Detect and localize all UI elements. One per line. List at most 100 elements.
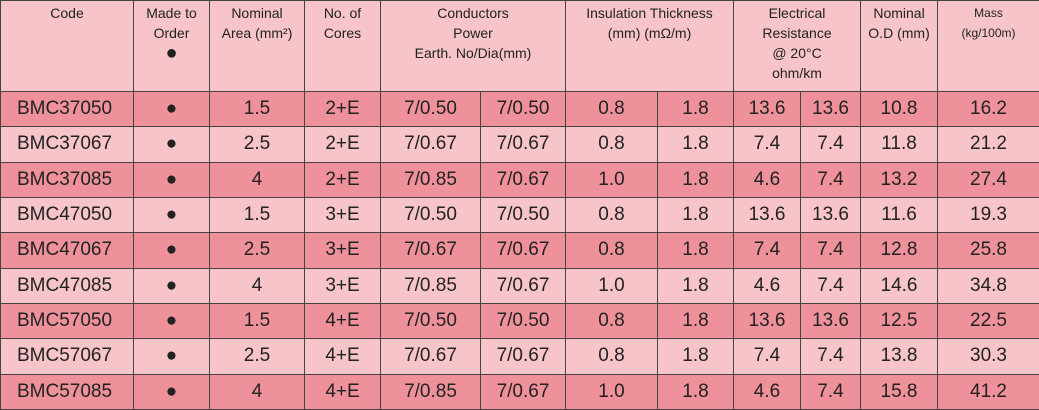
code-cell: BMC37050: [0, 90, 134, 128]
table-row: BMC47067 ● 2.5 3+E 7/0.67 7/0.67 0.8 1.8 7.4 7.4 1…: [0, 232, 1039, 269]
table-cell: 13.6: [799, 90, 862, 128]
code-cell: BMC47085: [0, 267, 134, 304]
code-cell: BMC47050: [0, 196, 134, 234]
table-cell: 4: [209, 267, 305, 304]
header-mark: ●: [165, 42, 178, 64]
table-cell: 10.8: [860, 90, 939, 128]
table-cell: 2.5: [209, 232, 305, 269]
header-cell: Mass (kg/100m): [937, 0, 1039, 92]
table-cell: 7/0.67: [480, 126, 566, 163]
table-cell: 16.2: [937, 90, 1039, 128]
table-cell: 3+E: [304, 232, 381, 269]
table-cell: 7/0.50: [480, 196, 566, 234]
table-cell: 1.8: [657, 302, 734, 340]
table-cell: 1.8: [657, 373, 734, 410]
table-cell: 30.3: [937, 338, 1039, 375]
table-cell: 13.6: [799, 302, 862, 340]
header-text: Conductors Power Earth. No/Dia(mm): [414, 5, 532, 61]
header-text: Insulation Thickness (mm) (mΩ/m): [586, 5, 713, 41]
table-cell: 4+E: [304, 373, 381, 410]
header-cell: Nominal Area (mm²): [209, 0, 305, 92]
table-cell: ●: [133, 373, 210, 410]
table-cell: 11.8: [860, 126, 939, 163]
table-cell: 7/0.67: [380, 232, 481, 269]
table-cell: 4.6: [733, 373, 801, 410]
table-cell: 15.8: [860, 373, 939, 410]
table-cell: 13.6: [733, 196, 801, 234]
table-cell: 7/0.50: [480, 90, 566, 128]
header-cell: Made to Order ●: [133, 0, 210, 92]
table-cell: 0.8: [565, 232, 658, 269]
table-cell: ●: [133, 90, 210, 128]
table-cell: 4+E: [304, 338, 381, 375]
table-cell: 7.4: [799, 338, 862, 375]
table-cell: 7.4: [799, 126, 862, 163]
table-cell: 13.6: [799, 196, 862, 234]
table-body: BMC37050 ● 1.5 2+E 7/0.50 7/0.50 0.8 1.8 13.6 13.…: [0, 90, 1039, 410]
table-cell: 0.8: [565, 338, 658, 375]
table-cell: 7.4: [733, 126, 801, 163]
table-cell: 7/0.67: [380, 338, 481, 375]
table-row: BMC47050 ● 1.5 3+E 7/0.50 7/0.50 0.8 1.8 13.6 13.…: [0, 196, 1039, 234]
table-cell: ●: [133, 232, 210, 269]
table-cell: 7/0.85: [380, 373, 481, 410]
table-cell: 12.5: [860, 302, 939, 340]
table-cell: 22.5: [937, 302, 1039, 340]
table-cell: ●: [133, 126, 210, 163]
table-cell: 7/0.67: [480, 161, 566, 198]
table-cell: 1.8: [657, 90, 734, 128]
table-cell: 1.5: [209, 302, 305, 340]
table-cell: 4: [209, 161, 305, 198]
header-cell: Conductors Power Earth. No/Dia(mm): [380, 0, 566, 92]
table-cell: 1.0: [565, 373, 658, 410]
table-cell: 1.8: [657, 232, 734, 269]
table-cell: 27.4: [937, 161, 1039, 198]
table-cell: 7.4: [799, 161, 862, 198]
table-cell: 34.8: [937, 267, 1039, 304]
header-cell: Code: [0, 0, 134, 92]
code-cell: BMC57085: [0, 373, 134, 410]
header-cell: Nominal O.D (mm): [860, 0, 939, 92]
table-cell: 7.4: [799, 232, 862, 269]
table-cell: 4.6: [733, 161, 801, 198]
table-cell: 7/0.85: [380, 267, 481, 304]
header-cell: Insulation Thickness (mm) (mΩ/m): [565, 0, 734, 92]
table-cell: 4+E: [304, 302, 381, 340]
table-cell: 12.8: [860, 232, 939, 269]
table-cell: ●: [133, 302, 210, 340]
table-cell: 1.8: [657, 267, 734, 304]
table-cell: 19.3: [937, 196, 1039, 234]
table-cell: 7/0.67: [480, 338, 566, 375]
table-cell: 7.4: [733, 338, 801, 375]
table-cell: 7.4: [733, 232, 801, 269]
table-row: BMC57067 ● 2.5 4+E 7/0.67 7/0.67 0.8 1.8 7.4 7.4 1…: [0, 338, 1039, 375]
table-cell: 1.8: [657, 196, 734, 234]
header-cell: Electrical Resistance @ 20°C ohm/km: [732, 0, 862, 92]
table-row: BMC57085 ● 4 4+E 7/0.85 7/0.67 1.0 1.8 4.6 7.4 15.…: [0, 373, 1039, 410]
table-cell: 1.5: [209, 196, 305, 234]
table-cell: 0.8: [565, 90, 658, 128]
table-cell: 7/0.67: [480, 267, 566, 304]
table-cell: 4.6: [733, 267, 801, 304]
header-text: No. of Cores: [323, 5, 362, 41]
table-cell: ●: [133, 161, 210, 198]
header-row: Code Made to Order ● Nominal Area (mm²) No. …: [0, 0, 1039, 92]
header-text: Made to Order: [146, 5, 197, 41]
table-cell: 7.4: [799, 373, 862, 410]
table-cell: 14.6: [860, 267, 939, 304]
table-row: BMC37067 ● 2.5 2+E 7/0.67 7/0.67 0.8 1.8 7.4 7.4 1…: [0, 126, 1039, 163]
code-cell: BMC57067: [0, 338, 134, 375]
code-cell: BMC47067: [0, 232, 134, 269]
table-cell: 4: [209, 373, 305, 410]
table-cell: 7/0.50: [380, 90, 481, 128]
table-cell: 7/0.67: [480, 232, 566, 269]
table-cell: 1.0: [565, 267, 658, 304]
table-cell: ●: [133, 267, 210, 304]
table-cell: 2.5: [209, 126, 305, 163]
table-cell: 13.2: [860, 161, 939, 198]
table-cell: 1.8: [657, 161, 734, 198]
table-cell: 2+E: [304, 161, 381, 198]
table-cell: 1.0: [565, 161, 658, 198]
table-row: BMC47085 ● 4 3+E 7/0.85 7/0.67 1.0 1.8 4.6 7.4 14.…: [0, 267, 1039, 304]
